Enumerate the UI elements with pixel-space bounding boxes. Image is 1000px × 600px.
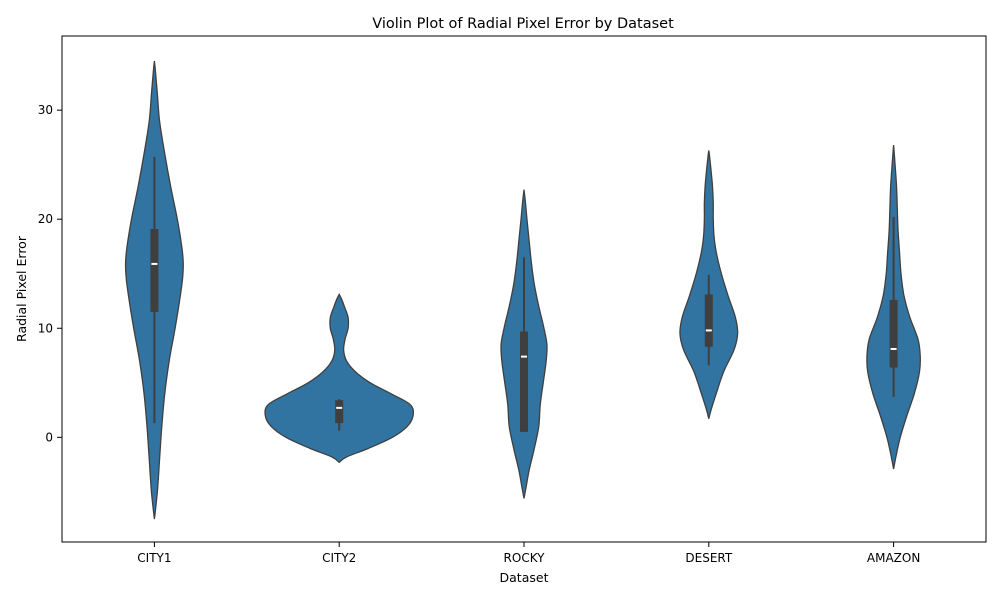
y-tick-label: 0 bbox=[45, 430, 53, 444]
chart-title: Violin Plot of Radial Pixel Error by Dat… bbox=[372, 16, 674, 32]
y-tick-label: 20 bbox=[38, 212, 53, 226]
x-tick-label: DESERT bbox=[685, 551, 732, 565]
x-tick-label: CITY1 bbox=[137, 551, 171, 565]
violin-iqr-box bbox=[704, 294, 713, 347]
x-axis-ticks: CITY1 CITY2 ROCKY DESERT AMAZON bbox=[137, 542, 920, 565]
y-tick-label: 30 bbox=[38, 103, 53, 117]
violin-body bbox=[264, 293, 415, 464]
violins-group bbox=[124, 61, 921, 520]
y-axis-label: Radial Pixel Error bbox=[14, 235, 29, 342]
x-axis-label: Dataset bbox=[500, 570, 549, 585]
violin-iqr-box bbox=[889, 299, 898, 368]
violin-rocky bbox=[500, 189, 548, 499]
violin-desert bbox=[679, 150, 739, 419]
y-axis-ticks: 0 10 20 30 bbox=[38, 103, 62, 444]
x-tick-label: CITY2 bbox=[322, 551, 356, 565]
violin-iqr-box bbox=[335, 400, 344, 424]
x-tick-label: ROCKY bbox=[504, 551, 546, 565]
violin-iqr-box bbox=[520, 331, 528, 432]
violin-iqr-box bbox=[150, 229, 159, 312]
violin-city2 bbox=[264, 293, 415, 464]
violin-amazon bbox=[866, 145, 921, 470]
y-tick-label: 10 bbox=[38, 321, 53, 335]
violin-city1 bbox=[124, 61, 184, 520]
plot-frame bbox=[61, 35, 987, 543]
x-tick-label: AMAZON bbox=[867, 551, 920, 565]
